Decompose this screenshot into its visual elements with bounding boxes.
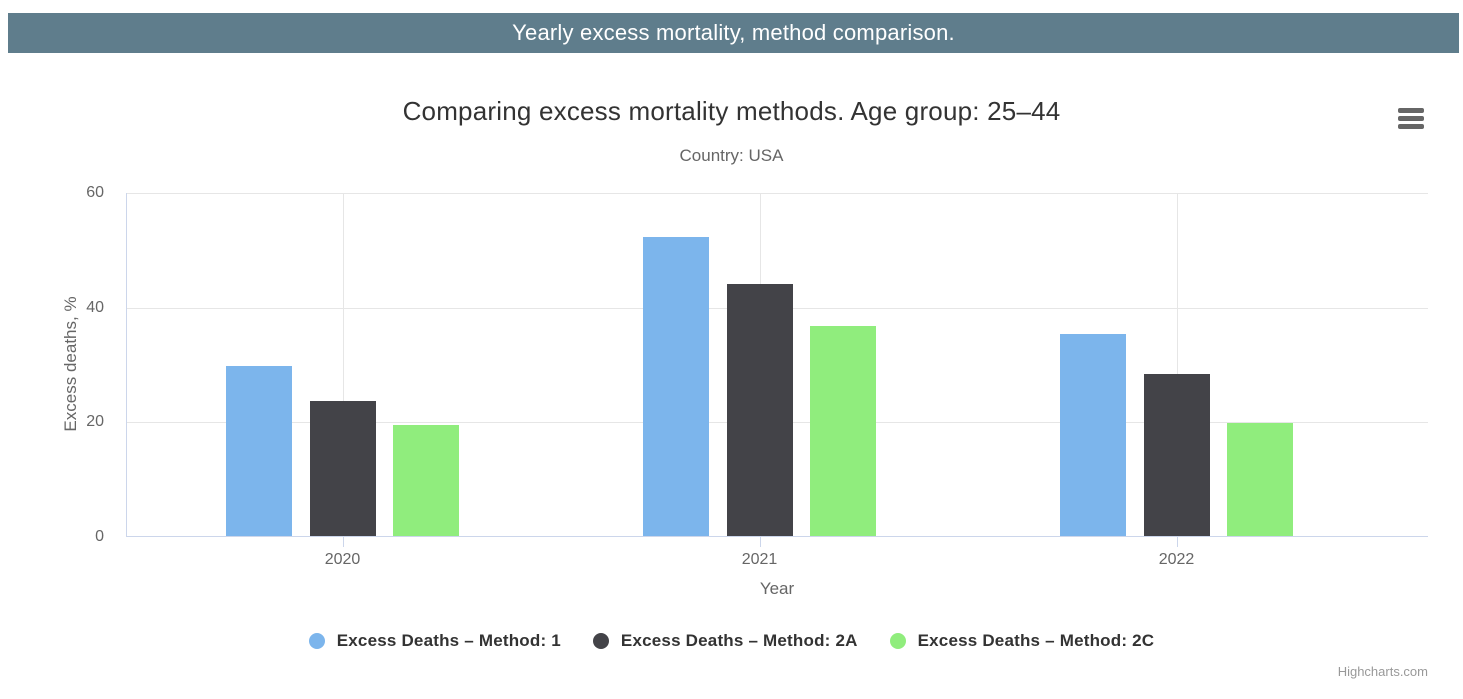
x-axis-tick-2020 — [342, 537, 344, 547]
y-gridline-60 — [126, 193, 1428, 194]
bar-series3-2020[interactable] — [393, 424, 459, 536]
legend-label: Excess Deaths – Method: 1 — [336, 631, 561, 650]
x-axis-label-2022: 2022 — [1158, 551, 1195, 568]
x-axis-tick-2021 — [759, 537, 761, 547]
y-axis-label-60: 60 — [86, 184, 104, 201]
chart-title: Comparing excess mortality methods. Age … — [402, 96, 1061, 126]
legend-marker-icon — [592, 633, 609, 649]
hamburger-menu-icon — [1398, 107, 1424, 129]
bar-series3-2021[interactable] — [810, 325, 876, 536]
legend-item-series1[interactable]: Excess Deaths – Method: 1 — [308, 631, 561, 651]
y-axis-label-40: 40 — [86, 298, 104, 316]
bar-series1-2020[interactable] — [226, 365, 292, 536]
plot-area — [126, 193, 1428, 537]
legend-label: Excess Deaths – Method: 2A — [620, 631, 858, 650]
y-axis-title: Excess deaths, % — [61, 296, 80, 432]
bar-series1-2021[interactable] — [643, 236, 709, 536]
chart-subtitle: Country: USA — [679, 146, 784, 165]
page-banner-text: Yearly excess mortality, method comparis… — [512, 20, 955, 45]
y-axis-label-20: 20 — [86, 413, 104, 431]
y-axis-line — [126, 193, 127, 537]
page-banner: Yearly excess mortality, method comparis… — [8, 13, 1459, 53]
x-axis-tick-2022 — [1176, 537, 1178, 547]
highcharts-credits[interactable]: Highcharts.com — [1337, 664, 1428, 679]
chart-context-menu-button[interactable] — [1392, 101, 1430, 135]
legend-marker-icon — [308, 633, 325, 649]
legend-label: Excess Deaths – Method: 2C — [917, 631, 1155, 650]
bar-series1-2022[interactable] — [1060, 334, 1126, 536]
x-axis-label-2021: 2021 — [741, 551, 778, 568]
legend-item-series2[interactable]: Excess Deaths – Method: 2A — [592, 631, 858, 651]
x-axis-title: Year — [759, 579, 795, 598]
x-axis-label-2020: 2020 — [324, 551, 361, 568]
legend-item-series3[interactable]: Excess Deaths – Method: 2C — [889, 631, 1155, 651]
x-axis-line — [126, 536, 1428, 537]
bar-series2-2020[interactable] — [309, 401, 376, 536]
legend-marker-icon — [889, 633, 906, 649]
x-gridline-2020 — [342, 193, 344, 537]
legend: Excess Deaths – Method: 1 Excess Deaths –… — [0, 631, 1463, 651]
y-axis-label-0: 0 — [95, 528, 104, 545]
x-gridline-2022 — [1176, 193, 1178, 537]
bar-series2-2022[interactable] — [1143, 373, 1210, 536]
bar-series2-2021[interactable] — [726, 284, 793, 536]
bar-series3-2022[interactable] — [1227, 423, 1293, 536]
